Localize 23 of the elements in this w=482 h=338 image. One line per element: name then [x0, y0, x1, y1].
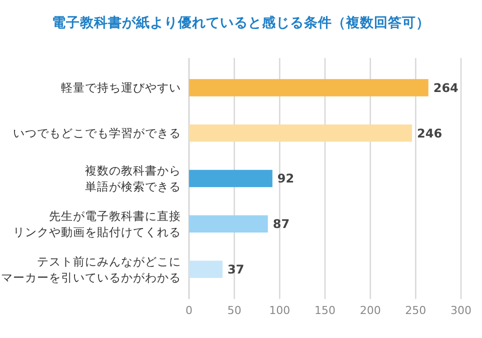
- bar: [189, 260, 223, 278]
- bar: [189, 79, 428, 96]
- y-tick-label: 先生が電子教科書に直接リンクや動画を貼付けてくれる: [13, 208, 181, 239]
- bar: [189, 215, 268, 233]
- x-tick-label: 100: [269, 304, 290, 317]
- bar: [189, 170, 272, 188]
- y-tick-label: いつでもどこでも学習ができる: [13, 126, 181, 140]
- x-tick-label: 250: [405, 304, 426, 317]
- x-tick-label: 50: [227, 304, 242, 317]
- bar: [189, 124, 412, 142]
- data-label: 246: [417, 126, 442, 140]
- y-tick-label: テスト前にみんながどこにマーカーを引いているかがわかる: [1, 254, 181, 284]
- x-tick-label: 150: [314, 304, 336, 317]
- data-label: 37: [228, 262, 244, 276]
- x-tick-label: 0: [186, 304, 192, 317]
- y-tick-label: 軽量で持ち運びやすい: [61, 80, 181, 95]
- x-tick-label: 300: [450, 304, 472, 317]
- data-label: 92: [277, 172, 294, 186]
- y-tick-label: 複数の教科書から単語が検索できる: [85, 164, 181, 194]
- data-label: 87: [272, 217, 290, 232]
- chart-title: 電子教科書が紙より優れていると感じる条件（複数回答可）: [52, 14, 430, 31]
- data-label: 264: [433, 80, 458, 95]
- x-tick-label: 200: [360, 304, 381, 317]
